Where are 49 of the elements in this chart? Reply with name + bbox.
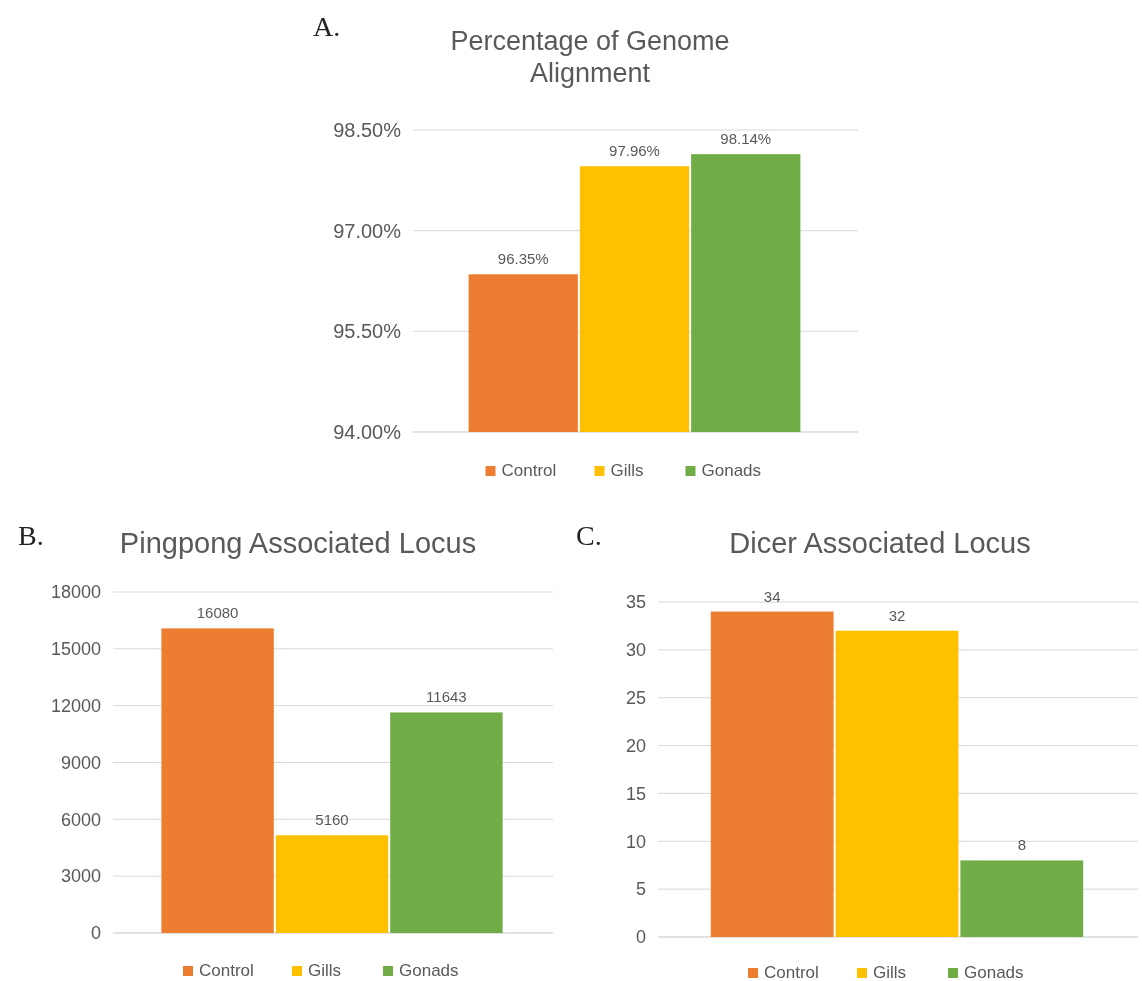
legend-label: Gills — [308, 961, 342, 980]
data-label: 34 — [763, 587, 781, 605]
legend-label: Gills — [610, 461, 644, 480]
y-tick-label: 97.00% — [333, 219, 402, 242]
text: B. — [18, 520, 44, 551]
y-tick-label: 12000 — [50, 695, 101, 716]
legend-label: Control — [199, 961, 254, 980]
data-label: 97.96% — [609, 142, 660, 160]
legend-label: Gills — [873, 963, 907, 981]
y-tick-label: 6000 — [60, 809, 101, 830]
bar — [161, 628, 274, 933]
y-tick-label: 25 — [625, 688, 646, 709]
bar — [960, 860, 1084, 937]
data-label: 32 — [888, 606, 906, 624]
data-label: 5160 — [315, 811, 349, 829]
data-label: 8 — [1017, 836, 1026, 854]
bar — [275, 835, 389, 933]
text: C. — [576, 520, 602, 551]
legend-label: Gonads — [964, 963, 1024, 981]
chart-title: Dicer Associated Locus — [729, 527, 1031, 559]
chart-title: Pingpong Associated Locus — [119, 527, 477, 559]
y-tick-label: 35 — [625, 592, 646, 613]
data-label: 98.14% — [720, 130, 772, 148]
legend-label: Control — [764, 963, 819, 981]
data-label: 96.35% — [497, 250, 549, 268]
y-tick-label: 0 — [635, 927, 646, 948]
y-tick-label: 9000 — [60, 752, 101, 773]
legend-label: Control — [501, 461, 557, 480]
bar — [835, 630, 959, 937]
y-tick-label: 30 — [625, 640, 646, 661]
bar — [710, 611, 834, 937]
y-tick-label: 10 — [625, 831, 646, 852]
y-tick-label: 15000 — [50, 639, 101, 660]
y-tick-label: 3000 — [60, 866, 101, 887]
y-tick-label: 15 — [625, 783, 646, 804]
y-tick-label: 20 — [625, 735, 646, 756]
y-tick-label: 94.00% — [333, 421, 402, 443]
data-label: 16080 — [196, 604, 239, 622]
text: A. — [313, 11, 341, 42]
data-label: 11643 — [426, 688, 467, 706]
y-tick-label: 18000 — [50, 582, 101, 603]
y-tick-label: 95.50% — [333, 320, 402, 343]
y-tick-label: 98.50% — [333, 119, 402, 141]
legend-label: Gonads — [701, 461, 762, 480]
chart-title: Percentage of Genome Alignment — [450, 26, 730, 89]
y-tick-label: 5 — [635, 879, 646, 900]
bar — [390, 712, 503, 933]
legend-label: Gonads — [399, 961, 459, 980]
y-tick-label: 0 — [90, 923, 101, 944]
